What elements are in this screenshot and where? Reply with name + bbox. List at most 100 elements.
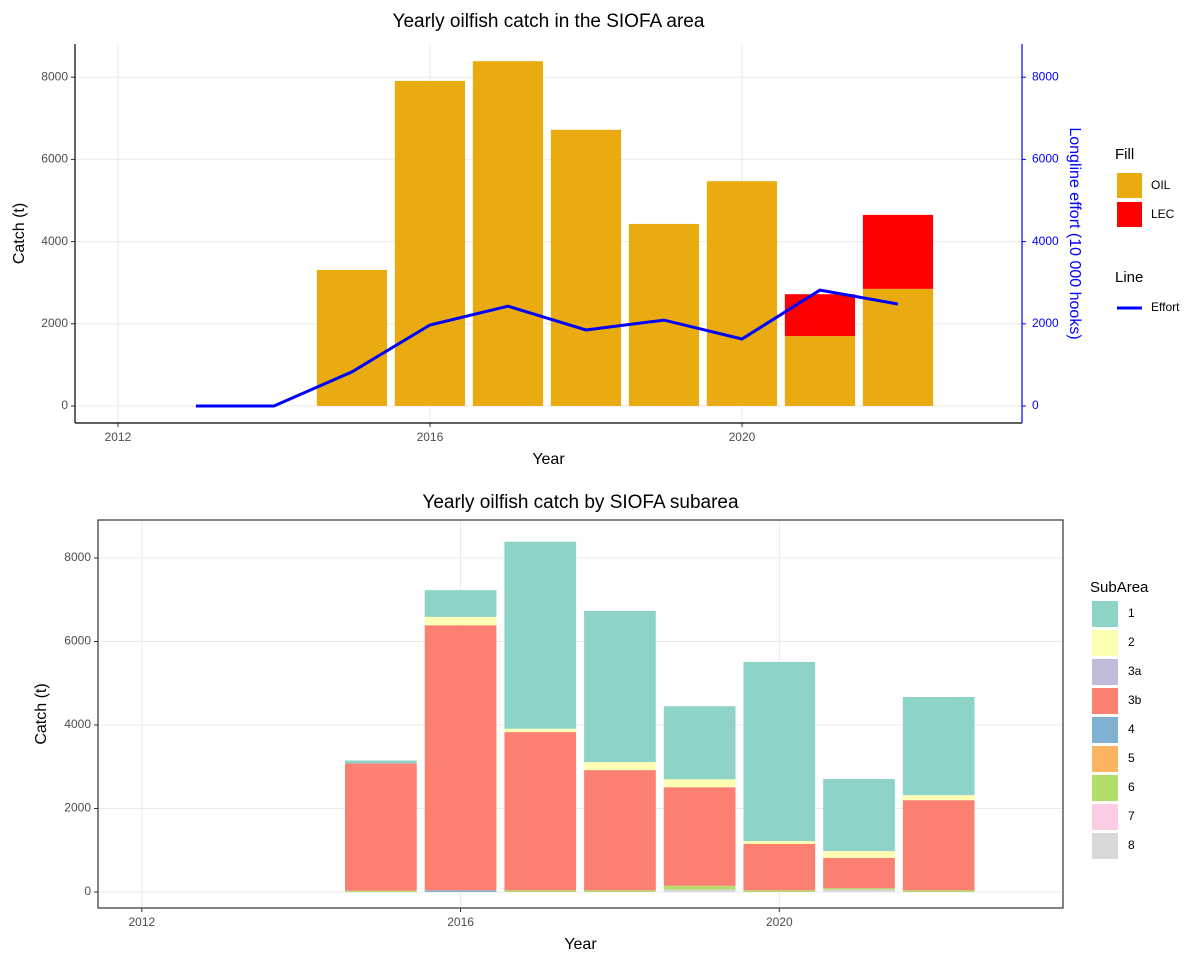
bar-segment xyxy=(345,760,417,764)
legend-label: LEC xyxy=(1151,207,1175,221)
legend-label: 5 xyxy=(1128,751,1135,765)
bar-segment xyxy=(504,728,577,733)
bar-segment xyxy=(504,541,577,729)
y-tick-label: 6000 xyxy=(64,634,91,648)
x-axis-title: Year xyxy=(532,451,565,468)
y-tick-label: 0 xyxy=(61,398,68,412)
bar-segment xyxy=(663,779,736,788)
y2-tick-label: 0 xyxy=(1032,398,1039,412)
y-axis-title: Catch (t) xyxy=(33,683,50,744)
bar-segment xyxy=(345,890,417,893)
bar-segment xyxy=(743,843,816,891)
legend-label: 1 xyxy=(1128,606,1135,620)
legend-key xyxy=(1092,775,1118,801)
y-tick-label: 8000 xyxy=(41,69,68,83)
bar-segment xyxy=(584,770,656,891)
legend-title: Line xyxy=(1115,269,1143,286)
legend-label: 4 xyxy=(1128,722,1135,736)
effort-line xyxy=(195,288,899,408)
legend-label: 7 xyxy=(1128,809,1135,823)
bar-segment xyxy=(862,214,934,289)
legend-label: 8 xyxy=(1128,838,1135,852)
bar-segment xyxy=(663,889,736,893)
bar-segment xyxy=(902,800,975,891)
bar-segment xyxy=(550,129,622,406)
bar-segment xyxy=(823,889,895,893)
legend-label: OIL xyxy=(1151,178,1171,192)
chart-title: Yearly oilfish catch by SIOFA subarea xyxy=(422,492,739,513)
bar-segment xyxy=(663,706,736,780)
bar-segment xyxy=(823,779,895,852)
panel-border xyxy=(97,519,1064,909)
y-axis-title: Catch (t) xyxy=(11,203,28,264)
bar-segment xyxy=(316,269,388,406)
y2-tick-label: 6000 xyxy=(1032,152,1059,166)
legend-key xyxy=(1117,202,1142,227)
y2-tick-label: 8000 xyxy=(1032,69,1059,83)
bar-segment xyxy=(504,732,577,891)
legend-label: 3b xyxy=(1128,693,1142,707)
y-tick-label: 4000 xyxy=(41,234,68,248)
bar-segment xyxy=(663,787,736,886)
legend-label: 6 xyxy=(1128,780,1135,794)
bar-segment xyxy=(862,288,934,406)
y2-tick-label: 2000 xyxy=(1032,316,1059,330)
bar-segment xyxy=(902,795,975,801)
legend-title: SubArea xyxy=(1090,579,1149,596)
bar-segment xyxy=(823,888,895,890)
legend-key xyxy=(1092,601,1118,627)
bar-segment xyxy=(743,890,816,893)
bar-segment xyxy=(584,611,656,763)
bar-segment xyxy=(424,616,497,626)
legend-key xyxy=(1092,688,1118,714)
bar-segment xyxy=(394,80,466,406)
bar-segment xyxy=(823,851,895,858)
legend-label: 2 xyxy=(1128,635,1135,649)
y-tick-label: 4000 xyxy=(64,717,91,731)
legend-label: Effort xyxy=(1151,300,1180,314)
chart-title: Yearly oilfish catch in the SIOFA area xyxy=(393,11,705,32)
bar-segment xyxy=(424,890,497,893)
x-tick-label: 2016 xyxy=(447,915,474,929)
legend-title: Fill xyxy=(1115,146,1134,163)
bar-segment xyxy=(424,590,497,617)
y2-axis-title: Longline effort (10 000 hooks) xyxy=(1066,127,1083,339)
y-tick-label: 6000 xyxy=(41,152,68,166)
legend-key xyxy=(1092,804,1118,830)
bar-segment xyxy=(743,841,816,844)
x-tick-label: 2016 xyxy=(417,430,444,444)
bar-segment xyxy=(628,223,700,406)
y-tick-label: 0 xyxy=(84,884,91,898)
bar-segment xyxy=(504,890,577,893)
legend-key xyxy=(1092,833,1118,859)
x-tick-label: 2012 xyxy=(128,915,155,929)
x-tick-label: 2020 xyxy=(766,915,793,929)
legend-key xyxy=(1092,746,1118,772)
legend-key xyxy=(1117,173,1142,198)
x-tick-label: 2020 xyxy=(729,430,756,444)
legend-key xyxy=(1092,659,1118,685)
bar-segment xyxy=(472,61,544,406)
y-tick-label: 8000 xyxy=(64,550,91,564)
y-tick-label: 2000 xyxy=(64,801,91,815)
bar-segment xyxy=(902,697,975,796)
bar-segment xyxy=(706,181,778,406)
bar-segment xyxy=(584,762,656,771)
legend-key xyxy=(1092,717,1118,743)
bar-segment xyxy=(784,294,856,337)
bar-segment xyxy=(424,625,497,891)
bar-segment xyxy=(902,890,975,893)
bar-segment xyxy=(743,661,816,842)
bar-segment xyxy=(584,890,656,893)
x-axis-title: Year xyxy=(564,936,597,953)
bar-segment xyxy=(663,885,736,890)
y2-tick-label: 4000 xyxy=(1032,234,1059,248)
bar-segment xyxy=(784,336,856,406)
legend-label: 3a xyxy=(1128,664,1142,678)
legend-key xyxy=(1092,630,1118,656)
bar-segment xyxy=(345,763,417,891)
x-tick-label: 2012 xyxy=(105,430,132,444)
bar-segment xyxy=(823,857,895,889)
y-tick-label: 2000 xyxy=(41,316,68,330)
